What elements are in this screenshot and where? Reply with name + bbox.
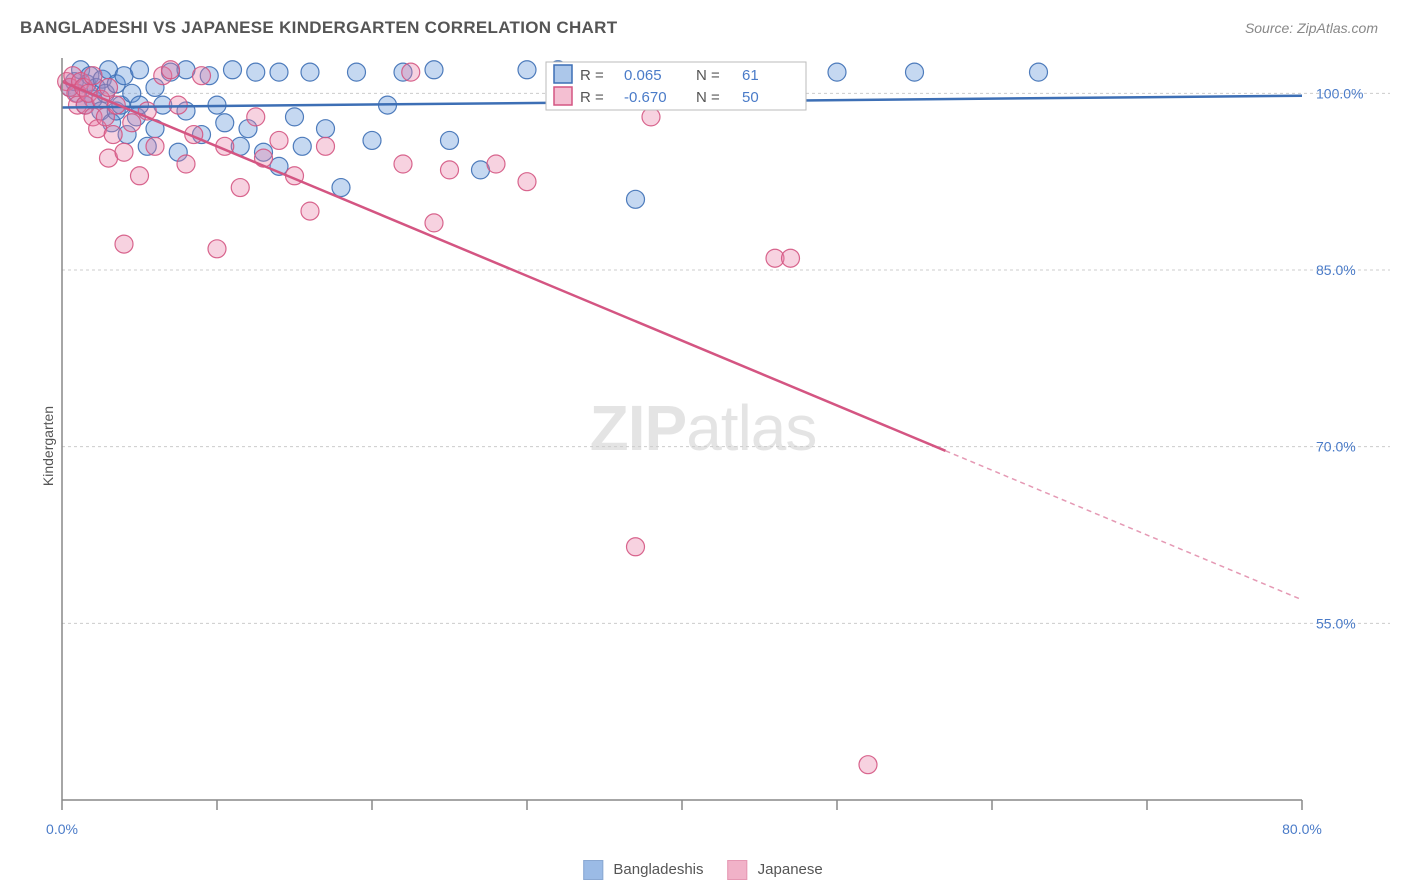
svg-text:100.0%: 100.0% [1316,85,1363,101]
legend-label: Bangladeshis [613,861,703,878]
svg-text:-0.670: -0.670 [624,89,667,106]
svg-text:55.0%: 55.0% [1316,615,1356,631]
scatter-chart: 55.0% 70.0% 85.0% 100.0% 0.0% 80.0% R = 0.065… [0,0,1406,892]
svg-text:70.0%: 70.0% [1316,439,1356,455]
legend-label: Japanese [758,861,823,878]
legend-swatch [728,860,748,880]
svg-text:N =: N = [696,89,720,106]
svg-text:61: 61 [742,67,759,84]
svg-text:0.0%: 0.0% [46,821,78,837]
svg-text:0.065: 0.065 [624,67,662,84]
legend-item-japanese: Japanese [728,860,823,880]
chart-container: BANGLADESHI VS JAPANESE KINDERGARTEN COR… [0,0,1406,892]
svg-text:N =: N = [696,67,720,84]
svg-text:R =: R = [580,67,604,84]
svg-text:R =: R = [580,89,604,106]
legend-swatch [583,860,603,880]
svg-text:85.0%: 85.0% [1316,262,1356,278]
svg-text:50: 50 [742,89,759,106]
bottom-legend: Bangladeshis Japanese [583,860,822,880]
svg-text:80.0%: 80.0% [1282,821,1322,837]
legend-item-bangladeshis: Bangladeshis [583,860,703,880]
